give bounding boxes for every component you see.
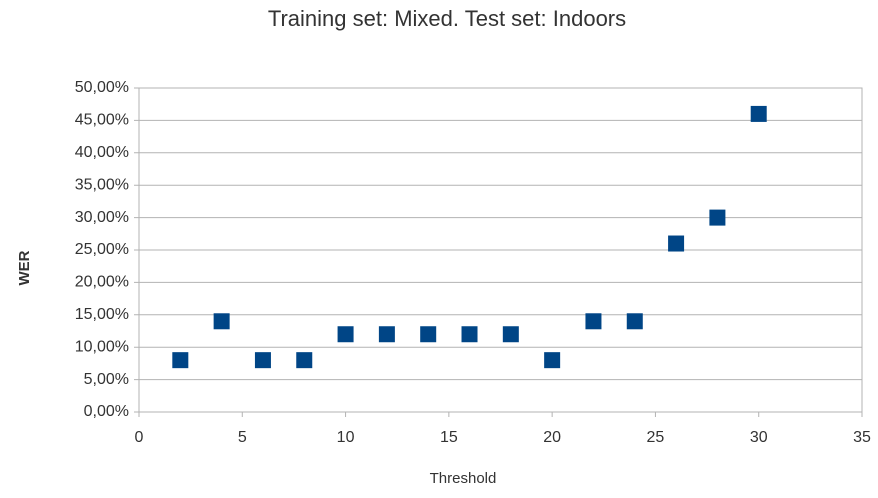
point	[461, 326, 478, 343]
y-tick-label: 25,00%	[75, 241, 129, 258]
x-tick-label: 5	[238, 429, 247, 446]
y-tick-label: 50,00%	[75, 79, 129, 96]
point	[296, 352, 313, 369]
chart-title: Training set: Mixed. Test set: Indoors	[268, 6, 626, 31]
y-tick-label: 15,00%	[75, 306, 129, 323]
point	[172, 352, 189, 369]
x-tick-label: 15	[440, 429, 458, 446]
y-tick-label: 45,00%	[75, 112, 129, 129]
x-tick-label: 20	[543, 429, 561, 446]
y-tick-label: 35,00%	[75, 176, 129, 193]
point	[337, 326, 354, 343]
x-tick-label: 25	[647, 429, 665, 446]
point	[544, 352, 561, 369]
point	[378, 326, 395, 343]
point	[254, 352, 271, 369]
x-tick-label: 10	[337, 429, 355, 446]
point	[213, 313, 230, 330]
y-tick-label: 5,00%	[84, 371, 129, 388]
point	[626, 313, 643, 330]
point	[420, 326, 437, 343]
point	[709, 209, 726, 226]
point	[668, 235, 685, 252]
point	[750, 105, 767, 122]
point	[585, 313, 602, 330]
x-tick-label: 0	[135, 429, 144, 446]
y-tick-label: 30,00%	[75, 209, 129, 226]
x-tick-label: 30	[750, 429, 768, 446]
x-axis-label: Threshold	[430, 470, 497, 487]
y-tick-label: 10,00%	[75, 338, 129, 355]
y-tick-label: 40,00%	[75, 144, 129, 161]
x-tick-label: 35	[853, 429, 871, 446]
y-tick-label: 0,00%	[84, 403, 129, 420]
y-tick-label: 20,00%	[75, 274, 129, 291]
point	[502, 326, 519, 343]
plot-frame	[138, 87, 863, 413]
y-axis-label: WER	[16, 250, 33, 285]
